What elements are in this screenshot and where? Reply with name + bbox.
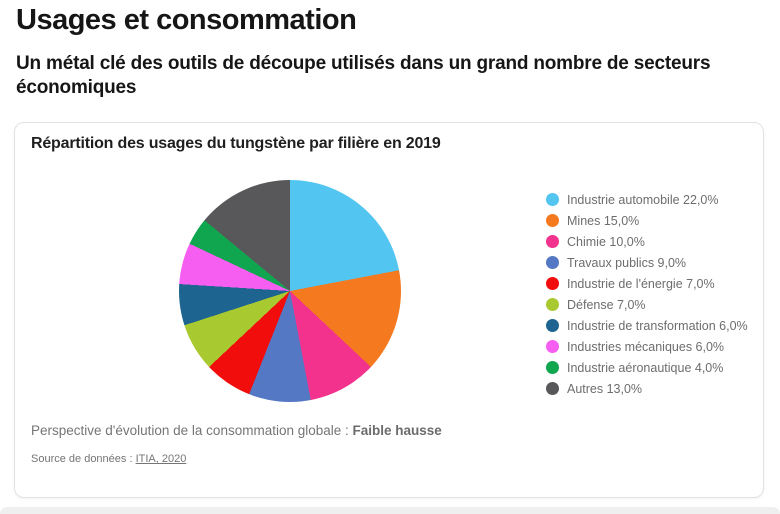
legend-item[interactable]: Mines 15,0% bbox=[546, 210, 748, 231]
legend-label: Industries mécaniques 6,0% bbox=[567, 339, 725, 354]
legend-item[interactable]: Défense 7,0% bbox=[546, 294, 748, 315]
legend-marker bbox=[546, 256, 559, 269]
source-label: Source de données : bbox=[31, 453, 136, 465]
legend-item[interactable]: Autres 13,0% bbox=[546, 378, 748, 399]
legend-marker bbox=[546, 235, 559, 248]
legend-label: Industrie aéronautique 4,0% bbox=[567, 360, 724, 375]
legend-label: Défense 7,0% bbox=[567, 297, 646, 312]
legend-item[interactable]: Industrie de transformation 6,0% bbox=[546, 315, 748, 336]
legend-item[interactable]: Industrie de l'énergie 7,0% bbox=[546, 273, 748, 294]
legend-label: Industrie automobile 22,0% bbox=[567, 192, 719, 207]
legend-marker bbox=[546, 277, 559, 290]
legend-marker bbox=[546, 361, 559, 374]
source-text: Source de données : ITIA, 2020 bbox=[31, 453, 186, 465]
legend-label: Industrie de l'énergie 7,0% bbox=[567, 276, 715, 291]
legend-label: Autres 13,0% bbox=[567, 381, 643, 396]
chart-card: Répartition des usages du tungstène par … bbox=[14, 122, 764, 498]
legend-label: Mines 15,0% bbox=[567, 213, 640, 228]
legend-marker bbox=[546, 214, 559, 227]
chart-legend: Industrie automobile 22,0% Mines 15,0% Chi… bbox=[546, 189, 748, 399]
legend-marker bbox=[546, 319, 559, 332]
legend-label: Chimie 10,0% bbox=[567, 234, 645, 249]
page-title: Usages et consommation bbox=[16, 4, 357, 36]
perspective-label: Perspective d'évolution de la consommati… bbox=[31, 423, 353, 438]
legend-marker bbox=[546, 382, 559, 395]
legend-marker bbox=[546, 340, 559, 353]
legend-marker bbox=[546, 298, 559, 311]
legend-label: Industrie de transformation 6,0% bbox=[567, 318, 748, 333]
pie-chart[interactable] bbox=[179, 180, 401, 402]
chart-title: Répartition des usages du tungstène par … bbox=[31, 135, 441, 152]
page-subtitle: Un métal clé des outils de découpe utili… bbox=[16, 53, 711, 98]
legend-item[interactable]: Industrie aéronautique 4,0% bbox=[546, 357, 748, 378]
next-section-edge bbox=[0, 507, 780, 514]
legend-item[interactable]: Industrie automobile 22,0% bbox=[546, 189, 748, 210]
perspective-value: Faible hausse bbox=[352, 423, 442, 438]
legend-label: Travaux publics 9,0% bbox=[567, 255, 687, 270]
legend-item[interactable]: Industries mécaniques 6,0% bbox=[546, 336, 748, 357]
legend-item[interactable]: Chimie 10,0% bbox=[546, 231, 748, 252]
perspective-text: Perspective d'évolution de la consommati… bbox=[31, 423, 442, 438]
legend-marker bbox=[546, 193, 559, 206]
legend-item[interactable]: Travaux publics 9,0% bbox=[546, 252, 748, 273]
source-link[interactable]: ITIA, 2020 bbox=[135, 453, 187, 465]
